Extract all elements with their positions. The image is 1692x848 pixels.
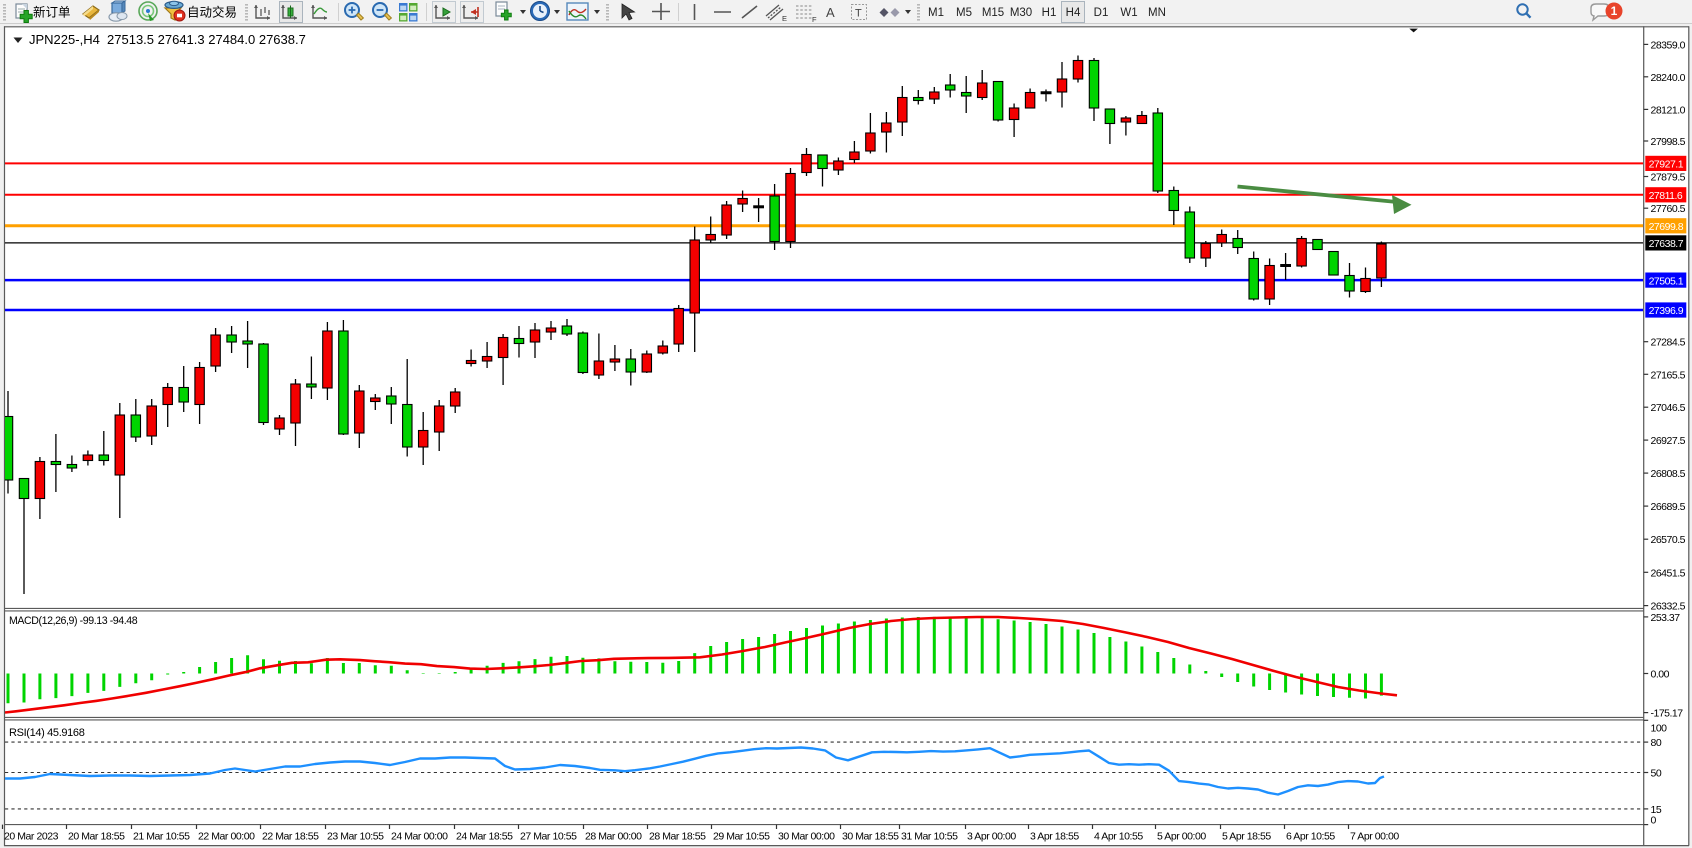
svg-text:253.37: 253.37 xyxy=(1651,612,1681,624)
svg-text:22 Mar 18:55: 22 Mar 18:55 xyxy=(262,831,319,843)
svg-text:22 Mar 00:00: 22 Mar 00:00 xyxy=(198,831,255,843)
svg-text:23 Mar 10:55: 23 Mar 10:55 xyxy=(327,831,384,843)
svg-text:20 Mar 2023: 20 Mar 2023 xyxy=(4,831,59,843)
svg-text:3 Apr 18:55: 3 Apr 18:55 xyxy=(1030,831,1079,843)
svg-text:W1: W1 xyxy=(1120,7,1137,19)
svg-text:21 Mar 10:55: 21 Mar 10:55 xyxy=(133,831,190,843)
svg-text:新订单: 新订单 xyxy=(33,5,71,20)
svg-text:26451.5: 26451.5 xyxy=(1651,567,1686,579)
svg-text:0: 0 xyxy=(1651,815,1657,827)
svg-text:RSI(14) 45.9168: RSI(14) 45.9168 xyxy=(9,727,85,739)
svg-text:1: 1 xyxy=(1611,4,1618,18)
svg-text:30 Mar 00:00: 30 Mar 00:00 xyxy=(778,831,835,843)
svg-text:27879.5: 27879.5 xyxy=(1651,172,1686,184)
svg-text:28 Mar 00:00: 28 Mar 00:00 xyxy=(585,831,642,843)
svg-text:27396.9: 27396.9 xyxy=(1649,305,1684,317)
svg-text:27638.7: 27638.7 xyxy=(1649,238,1684,250)
svg-text:T: T xyxy=(855,8,862,20)
svg-text:27998.5: 27998.5 xyxy=(1651,136,1686,148)
svg-text:24 Mar 18:55: 24 Mar 18:55 xyxy=(456,831,513,843)
svg-text:30 Mar 18:55: 30 Mar 18:55 xyxy=(842,831,899,843)
svg-text:27165.5: 27165.5 xyxy=(1651,369,1686,381)
svg-text:26927.5: 26927.5 xyxy=(1651,435,1686,447)
svg-text:M30: M30 xyxy=(1010,7,1032,19)
svg-text:6 Apr 10:55: 6 Apr 10:55 xyxy=(1286,831,1335,843)
svg-text:27505.1: 27505.1 xyxy=(1649,275,1684,287)
svg-text:100: 100 xyxy=(1651,723,1668,735)
svg-text:15: 15 xyxy=(1651,804,1662,816)
svg-text:24 Mar 00:00: 24 Mar 00:00 xyxy=(391,831,448,843)
svg-text:26808.5: 26808.5 xyxy=(1651,468,1686,480)
svg-text:5 Apr 00:00: 5 Apr 00:00 xyxy=(1157,831,1206,843)
svg-text:26570.5: 26570.5 xyxy=(1651,534,1686,546)
svg-text:MN: MN xyxy=(1148,7,1166,19)
svg-text:28240.0: 28240.0 xyxy=(1651,72,1686,84)
svg-text:M15: M15 xyxy=(982,7,1004,19)
svg-text:-175.17: -175.17 xyxy=(1651,708,1684,720)
svg-text:F: F xyxy=(812,15,817,24)
svg-text:27699.8: 27699.8 xyxy=(1649,221,1684,233)
svg-text:3 Apr 00:00: 3 Apr 00:00 xyxy=(967,831,1016,843)
svg-text:MACD(12,26,9) -99.13 -94.48: MACD(12,26,9) -99.13 -94.48 xyxy=(9,615,138,627)
svg-text:E: E xyxy=(782,14,787,23)
svg-text:27284.5: 27284.5 xyxy=(1651,337,1686,349)
svg-text:4 Apr 10:55: 4 Apr 10:55 xyxy=(1094,831,1143,843)
svg-text:28359.0: 28359.0 xyxy=(1651,39,1686,51)
svg-text:27760.5: 27760.5 xyxy=(1651,203,1686,215)
svg-text:JPN225-,H4 27513.5 27641.3 27: JPN225-,H4 27513.5 27641.3 27484.0 27638… xyxy=(29,32,306,47)
svg-text:自动交易: 自动交易 xyxy=(187,5,237,20)
svg-text:50: 50 xyxy=(1651,768,1662,780)
svg-text:20 Mar 18:55: 20 Mar 18:55 xyxy=(68,831,125,843)
svg-text:7 Apr 00:00: 7 Apr 00:00 xyxy=(1350,831,1399,843)
svg-text:D1: D1 xyxy=(1094,7,1109,19)
svg-text:29 Mar 10:55: 29 Mar 10:55 xyxy=(713,831,770,843)
svg-text:H4: H4 xyxy=(1066,7,1081,19)
svg-text:28121.0: 28121.0 xyxy=(1651,104,1686,116)
svg-text:A: A xyxy=(826,5,835,20)
svg-text:H1: H1 xyxy=(1042,7,1057,19)
svg-text:0.00: 0.00 xyxy=(1651,669,1670,681)
svg-text:27046.5: 27046.5 xyxy=(1651,402,1686,414)
svg-text:26689.5: 26689.5 xyxy=(1651,501,1686,513)
svg-text:80: 80 xyxy=(1651,737,1662,749)
svg-text:27811.6: 27811.6 xyxy=(1649,190,1683,202)
svg-text:M5: M5 xyxy=(956,7,972,19)
svg-text:5 Apr 18:55: 5 Apr 18:55 xyxy=(1222,831,1271,843)
svg-text:28 Mar 18:55: 28 Mar 18:55 xyxy=(649,831,706,843)
svg-text:31 Mar 10:55: 31 Mar 10:55 xyxy=(901,831,958,843)
svg-text:M1: M1 xyxy=(928,7,944,19)
svg-text:27927.1: 27927.1 xyxy=(1649,159,1684,171)
svg-text:26332.5: 26332.5 xyxy=(1651,601,1686,613)
svg-text:27 Mar 10:55: 27 Mar 10:55 xyxy=(520,831,577,843)
